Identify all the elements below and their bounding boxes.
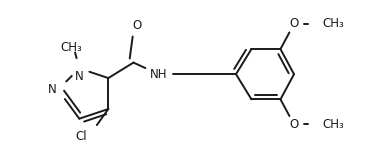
Text: CH₃: CH₃ — [322, 17, 344, 30]
Text: CH₃: CH₃ — [322, 118, 344, 131]
Text: O: O — [133, 19, 142, 32]
Text: CH₃: CH₃ — [61, 41, 82, 54]
Text: NH: NH — [150, 68, 167, 81]
Text: O: O — [290, 118, 299, 131]
Text: Cl: Cl — [76, 130, 87, 143]
Text: N: N — [48, 83, 56, 96]
Text: O: O — [290, 17, 299, 30]
Text: N: N — [75, 70, 84, 83]
